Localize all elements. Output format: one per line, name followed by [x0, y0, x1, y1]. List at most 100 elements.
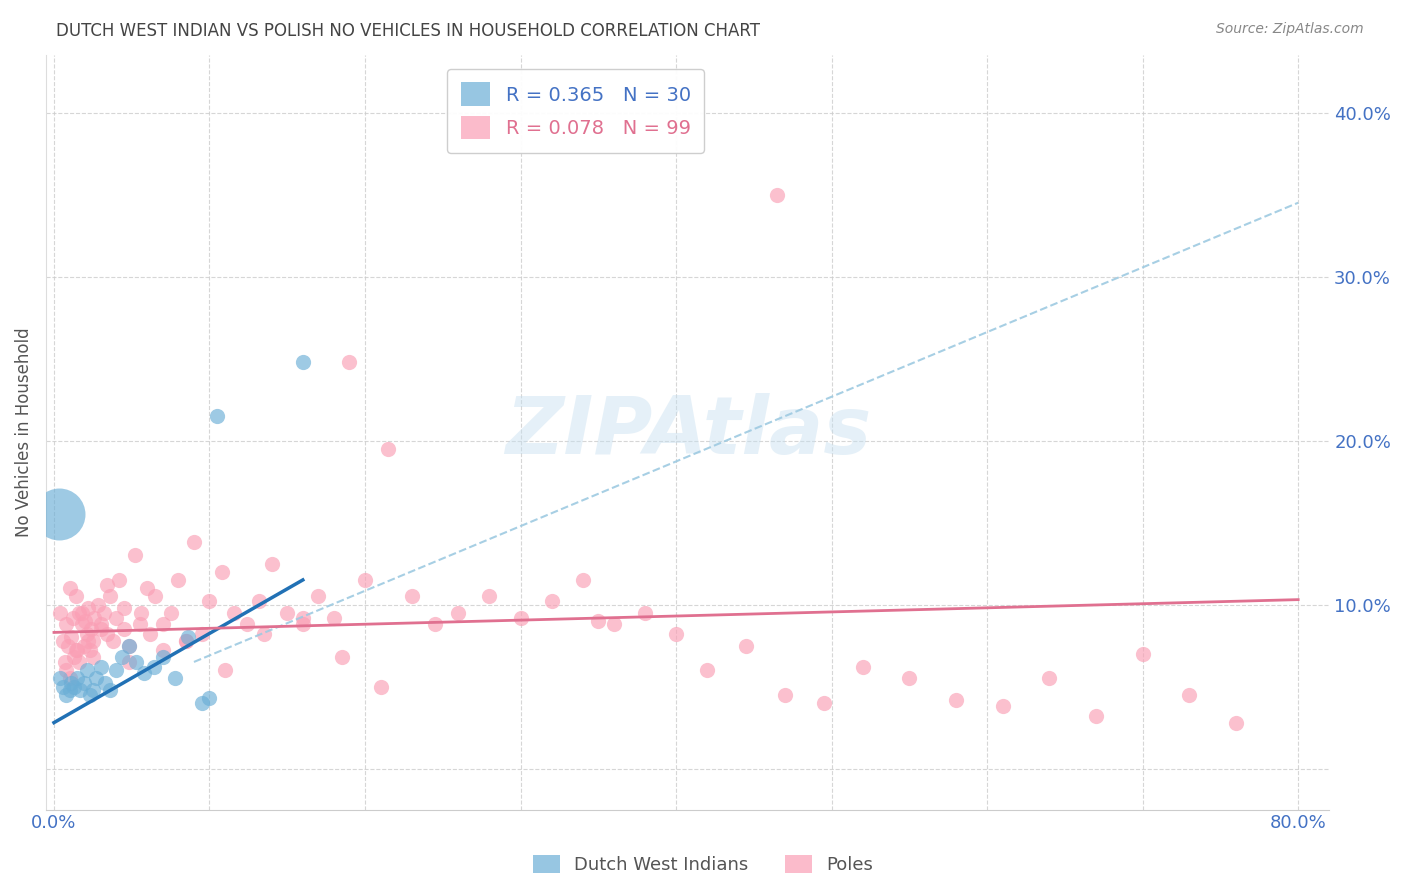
Point	[198, 691, 221, 706]
Point	[571, 573, 593, 587]
Point	[276, 606, 298, 620]
Point	[766, 187, 789, 202]
Point	[377, 442, 399, 456]
Legend: R = 0.365   N = 30, R = 0.078   N = 99: R = 0.365 N = 30, R = 0.078 N = 99	[447, 69, 704, 153]
Point	[90, 660, 112, 674]
Point	[165, 671, 187, 685]
Point	[354, 573, 377, 587]
Point	[588, 614, 610, 628]
Point	[56, 639, 79, 653]
Point	[52, 633, 75, 648]
Point	[49, 671, 72, 685]
Point	[67, 606, 90, 620]
Point	[94, 676, 117, 690]
Point	[735, 639, 758, 653]
Point	[82, 682, 104, 697]
Point	[69, 682, 91, 697]
Point	[174, 633, 197, 648]
Point	[62, 610, 84, 624]
Point	[53, 655, 76, 669]
Point	[665, 627, 688, 641]
Point	[190, 627, 212, 641]
Point	[76, 627, 98, 641]
Point	[105, 610, 128, 624]
Point	[117, 639, 139, 653]
Point	[82, 650, 104, 665]
Point	[634, 606, 657, 620]
Point	[63, 680, 86, 694]
Point	[696, 663, 718, 677]
Point	[159, 606, 181, 620]
Point	[1225, 715, 1247, 730]
Point	[83, 610, 105, 624]
Point	[70, 617, 93, 632]
Point	[58, 682, 80, 697]
Point	[423, 617, 446, 632]
Point	[77, 600, 100, 615]
Point	[167, 573, 190, 587]
Point	[98, 590, 121, 604]
Point	[214, 663, 236, 677]
Point	[98, 682, 121, 697]
Point	[84, 671, 107, 685]
Point	[86, 598, 108, 612]
Point	[112, 600, 135, 615]
Point	[72, 676, 94, 690]
Point	[224, 606, 246, 620]
Point	[96, 578, 118, 592]
Point	[76, 663, 98, 677]
Point	[152, 643, 174, 657]
Point	[105, 663, 128, 677]
Point	[90, 622, 112, 636]
Point	[111, 650, 134, 665]
Point	[603, 617, 626, 632]
Point	[58, 671, 80, 685]
Point	[183, 535, 205, 549]
Point	[93, 606, 115, 620]
Point	[142, 660, 165, 674]
Text: DUTCH WEST INDIAN VS POLISH NO VEHICLES IN HOUSEHOLD CORRELATION CHART: DUTCH WEST INDIAN VS POLISH NO VEHICLES …	[56, 22, 761, 40]
Point	[117, 639, 139, 653]
Point	[152, 617, 174, 632]
Point	[291, 610, 314, 624]
Point	[79, 688, 101, 702]
Point	[370, 680, 392, 694]
Point	[813, 696, 835, 710]
Point	[509, 610, 531, 624]
Point	[80, 622, 103, 636]
Point	[991, 699, 1014, 714]
Point	[70, 606, 93, 620]
Point	[198, 594, 221, 608]
Point	[125, 655, 148, 669]
Point	[339, 355, 361, 369]
Point	[82, 633, 104, 648]
Point	[447, 606, 470, 620]
Point	[540, 594, 562, 608]
Point	[96, 627, 118, 641]
Legend: Dutch West Indians, Poles: Dutch West Indians, Poles	[524, 846, 882, 883]
Point	[63, 650, 86, 665]
Point	[260, 557, 283, 571]
Point	[90, 617, 112, 632]
Y-axis label: No Vehicles in Household: No Vehicles in Household	[15, 327, 32, 537]
Point	[66, 643, 89, 657]
Point	[330, 650, 353, 665]
Point	[72, 639, 94, 653]
Point	[401, 590, 423, 604]
Point	[55, 688, 77, 702]
Point	[207, 409, 229, 423]
Point	[136, 581, 159, 595]
Point	[55, 663, 77, 677]
Point	[112, 622, 135, 636]
Point	[101, 633, 124, 648]
Text: Source: ZipAtlas.com: Source: ZipAtlas.com	[1216, 22, 1364, 37]
Point	[1178, 688, 1201, 702]
Point	[478, 590, 501, 604]
Point	[75, 614, 97, 628]
Point	[211, 565, 233, 579]
Point	[253, 627, 276, 641]
Point	[1085, 709, 1108, 723]
Point	[773, 688, 796, 702]
Point	[49, 606, 72, 620]
Point	[945, 692, 967, 706]
